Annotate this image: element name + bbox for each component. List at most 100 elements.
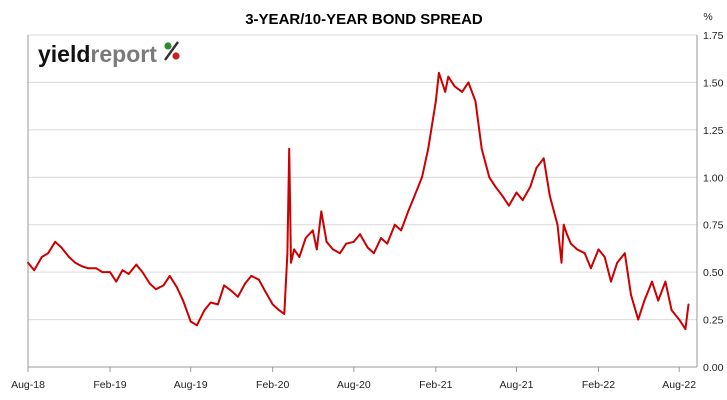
series-points [27, 72, 690, 330]
data-point [332, 248, 334, 251]
data-point [386, 242, 389, 245]
data-point [68, 256, 70, 258]
data-point [623, 252, 626, 255]
data-point [250, 275, 253, 277]
data-point [223, 284, 226, 287]
y-tick-label: 0.00 [703, 362, 724, 374]
series-layer [27, 71, 690, 331]
data-point [515, 191, 518, 194]
data-point [325, 240, 328, 243]
data-point [244, 282, 247, 285]
data-point [162, 284, 165, 287]
data-point [400, 229, 402, 232]
yieldreport-logo: yieldreport [38, 41, 180, 67]
data-point [474, 100, 477, 103]
data-point [461, 91, 463, 93]
x-tick-label: Aug-22 [662, 379, 696, 391]
data-point [687, 303, 690, 306]
data-point [393, 223, 396, 226]
data-point [556, 223, 559, 226]
x-tick-label: Aug-21 [500, 379, 534, 391]
data-point [562, 223, 565, 226]
data-point [643, 299, 646, 302]
data-point [286, 252, 289, 255]
data-point [444, 91, 447, 93]
data-point [560, 261, 563, 264]
data-point [373, 252, 375, 255]
data-point [352, 240, 355, 243]
y-tick-label: 1.25 [703, 125, 724, 137]
data-point [304, 237, 307, 239]
data-point [298, 256, 301, 258]
data-point [610, 280, 612, 283]
data-point [657, 299, 660, 302]
data-point [47, 252, 49, 255]
data-point [320, 210, 323, 213]
logo-text-report: report [90, 41, 157, 67]
data-point [434, 100, 437, 103]
data-point [81, 265, 84, 268]
data-point [651, 280, 653, 283]
data-point [168, 275, 171, 277]
x-tick-label: Feb-21 [419, 379, 452, 391]
data-point [74, 261, 77, 264]
data-point [315, 248, 318, 251]
y-axis-unit: % [703, 11, 712, 23]
data-point [230, 290, 233, 292]
data-point [597, 248, 600, 251]
data-point [283, 313, 286, 315]
data-point [27, 261, 29, 264]
data-point [413, 195, 416, 198]
data-point [637, 318, 640, 321]
y-axis-ticks: 0.00 0.25 0.50 0.75 1.00 1.25 1.50 1.75 [703, 30, 724, 374]
x-tick-label: Feb-22 [582, 379, 615, 391]
axes [27, 35, 698, 368]
data-point [427, 147, 430, 150]
data-point [290, 261, 292, 264]
logo-text-yield: yield [38, 41, 90, 67]
x-tick-label: Aug-19 [174, 379, 208, 391]
x-tick-label: Feb-20 [256, 379, 289, 391]
data-point [288, 147, 291, 150]
data-point [480, 147, 483, 150]
data-point [664, 280, 667, 283]
data-point [176, 286, 178, 289]
data-point [345, 242, 348, 245]
data-point [293, 248, 295, 251]
data-point [603, 256, 606, 258]
data-point [467, 81, 470, 84]
data-point [33, 269, 36, 272]
data-point [529, 185, 532, 188]
data-point [678, 318, 681, 321]
data-point [115, 280, 118, 283]
data-point [421, 176, 423, 179]
data-point [87, 267, 90, 270]
data-point [95, 267, 98, 270]
data-point [438, 72, 440, 74]
data-point [339, 252, 341, 255]
data-point [670, 309, 673, 311]
y-tick-label: 0.75 [703, 220, 724, 232]
data-point [40, 256, 43, 258]
data-point [141, 271, 144, 273]
data-point [54, 240, 57, 243]
data-point [494, 185, 497, 188]
data-point [264, 290, 266, 292]
data-point [570, 242, 572, 245]
data-point [542, 157, 545, 160]
data-point [209, 301, 212, 304]
chart-title: 3-YEAR/10-YEAR BOND SPREAD [245, 11, 483, 28]
data-point [189, 320, 192, 323]
data-point [109, 271, 111, 273]
data-point [182, 299, 185, 302]
data-point [441, 81, 443, 84]
x-axis-ticks: Aug-18 Feb-19 Aug-19 Feb-20 Aug-20 Feb-21 Aug-… [11, 367, 696, 391]
data-point [630, 294, 632, 296]
data-point [447, 75, 450, 78]
x-tick-label: Aug-20 [337, 379, 371, 391]
data-point [535, 166, 538, 169]
y-tick-label: 1.75 [703, 30, 724, 42]
data-point [616, 261, 619, 264]
x-tick-label: Aug-18 [11, 379, 45, 391]
